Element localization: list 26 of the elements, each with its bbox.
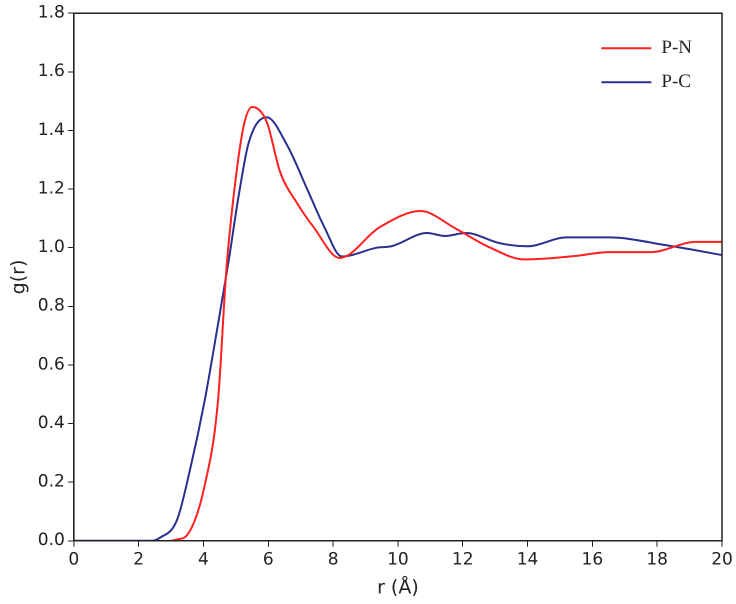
x-tick-label: 16 xyxy=(582,549,604,570)
x-tick-label: 20 xyxy=(711,549,733,570)
x-tick-label: 14 xyxy=(516,549,538,570)
y-tick-label: 0.0 xyxy=(38,530,65,550)
y-tick-label: 0.6 xyxy=(38,354,65,374)
y-tick-label: 0.4 xyxy=(38,412,65,433)
y-axis-title: g(r) xyxy=(7,260,30,294)
y-tick-label: 1.2 xyxy=(38,178,65,198)
y-tick-label: 1.6 xyxy=(38,61,65,82)
legend-label: P-C xyxy=(661,71,691,92)
x-tick-label: 18 xyxy=(646,549,668,570)
x-tick-label: 6 xyxy=(262,549,274,570)
line-series xyxy=(170,106,722,541)
y-tick-label: 1.0 xyxy=(38,237,65,258)
x-tick-label: 8 xyxy=(328,549,339,570)
y-tick-label: 0.2 xyxy=(38,472,65,492)
legend-label: P-N xyxy=(661,37,692,58)
x-tick-label: 0 xyxy=(68,549,80,570)
y-tick-label: 0.8 xyxy=(38,296,65,316)
y-tick-label: 1.4 xyxy=(38,120,65,140)
x-tick-label: 2 xyxy=(133,549,144,570)
x-axis-title: r (Å) xyxy=(377,576,419,599)
x-tick-label: 10 xyxy=(387,549,409,570)
x-tick-label: 4 xyxy=(198,549,209,570)
y-tick-label: 1.8 xyxy=(38,2,65,23)
x-tick-label: 12 xyxy=(452,549,474,570)
